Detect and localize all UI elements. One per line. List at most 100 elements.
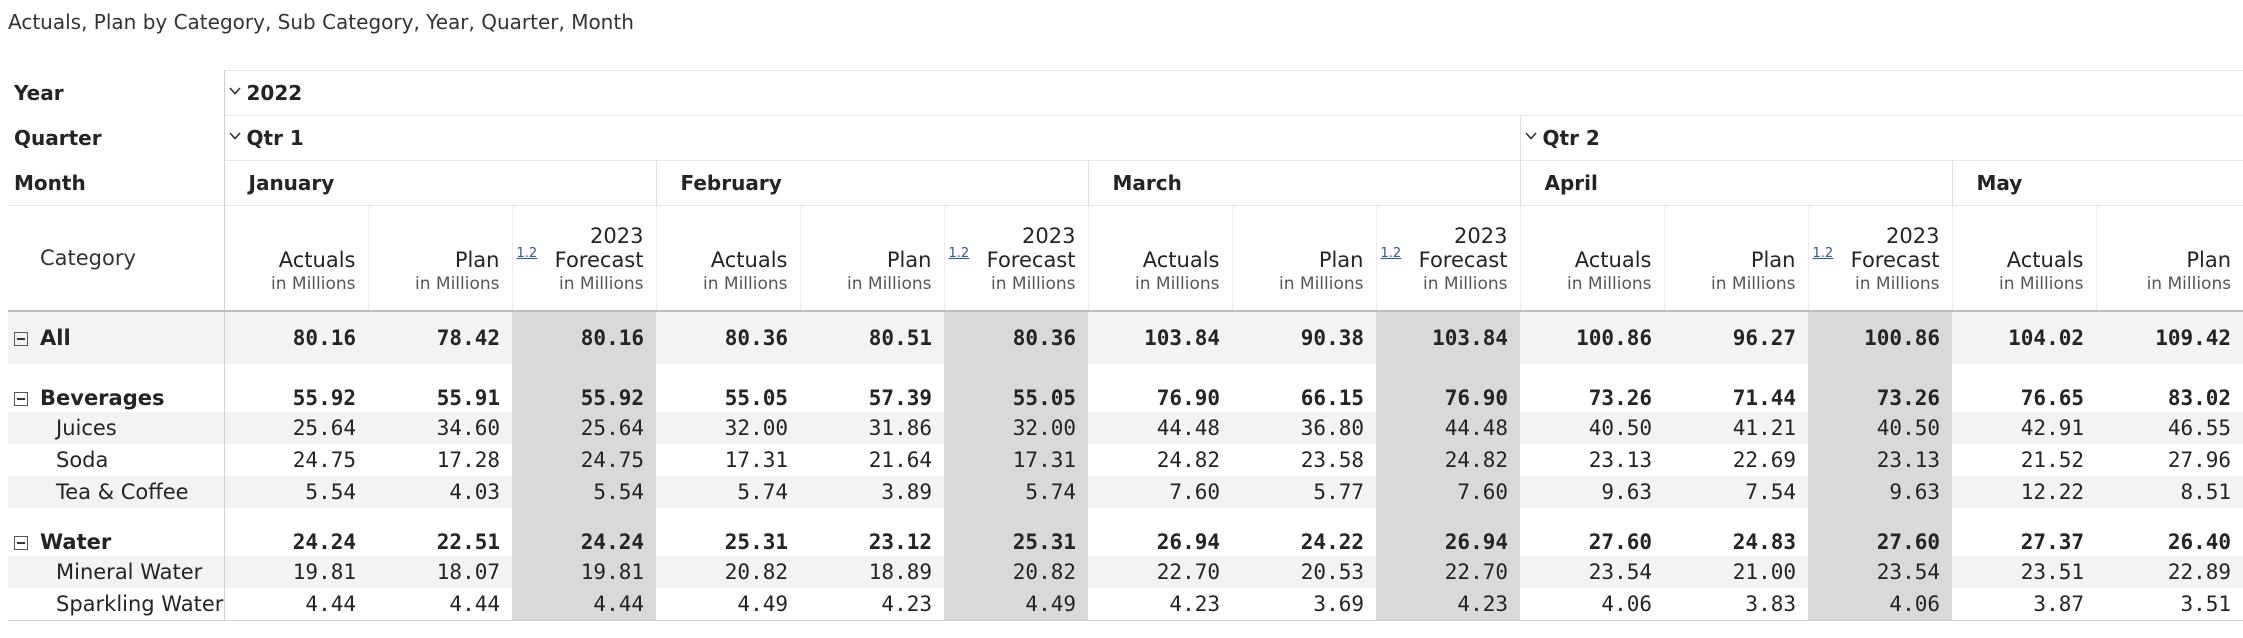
chevron-down-icon[interactable] xyxy=(228,130,241,142)
value-cell: 21.52 xyxy=(2020,448,2084,472)
collapse-icon[interactable] xyxy=(14,536,28,550)
value-cell: 27.60 xyxy=(1588,530,1652,554)
row-header[interactable]: Sparkling Water xyxy=(8,588,225,621)
value-cell: 23.54 xyxy=(1808,556,1952,588)
measure-unit: in Millions xyxy=(1135,274,1220,294)
value-cell: 71.44 xyxy=(1732,386,1796,410)
value-cell: 17.31 xyxy=(724,448,788,472)
value-cell: 66.15 xyxy=(1300,386,1364,410)
measure-name: Actuals xyxy=(710,248,788,272)
value-cell: 76.90 xyxy=(1376,364,1520,412)
row-header[interactable]: Mineral Water xyxy=(8,556,225,588)
value-cell: 7.54 xyxy=(1664,476,1808,508)
value-cell: 3.87 xyxy=(1952,588,2096,621)
row-header[interactable]: Soda xyxy=(8,444,225,476)
calculation-icon[interactable]: 1.2 xyxy=(1812,246,1834,261)
value-cell: 20.53 xyxy=(1232,556,1376,588)
value-cell: 23.54 xyxy=(1520,556,1664,588)
value-cell: 80.16 xyxy=(224,311,368,364)
table-row: Juices 25.64 34.60 25.64 32.00 31.86 32.00 44.4… xyxy=(8,412,2243,444)
measure-name: Actuals xyxy=(1142,248,1220,272)
plan-column-header[interactable]: Plan in Millions xyxy=(1231,205,1376,312)
value-cell: 19.81 xyxy=(224,556,368,588)
value-cell: 41.21 xyxy=(1664,412,1808,444)
forecast-column-header[interactable]: 1.2 2023 Forecast in Millions xyxy=(511,205,656,312)
actuals-column-header[interactable]: Actuals in Millions xyxy=(223,205,368,312)
value-cell: 55.91 xyxy=(436,386,500,410)
actuals-column-header[interactable]: Actuals in Millions xyxy=(1951,205,2096,312)
measure-unit: in Millions xyxy=(1999,274,2084,294)
value-cell: 5.77 xyxy=(1232,476,1376,508)
quarter-label: Qtr 1 xyxy=(246,126,304,150)
month-header-april[interactable]: April xyxy=(1519,160,1952,206)
category-column-header[interactable]: Category xyxy=(8,205,225,312)
table-row: Mineral Water 19.81 18.07 19.81 20.82 18.89 20… xyxy=(8,556,2243,588)
measure-name: Forecast xyxy=(1850,248,1940,272)
value-cell: 32.00 xyxy=(656,412,800,444)
value-cell: 3.83 xyxy=(1664,588,1808,621)
actuals-column-header[interactable]: Actuals in Millions xyxy=(1519,205,1664,312)
value-cell: 22.51 xyxy=(436,530,500,554)
value-cell: 34.60 xyxy=(368,412,512,444)
plan-column-header[interactable]: Plan in Millions xyxy=(367,205,512,312)
forecast-year: 2023 xyxy=(1886,224,1940,248)
year-header[interactable]: 2022 xyxy=(224,70,2243,116)
value-cell: 4.44 xyxy=(512,588,656,621)
value-cell: 3.51 xyxy=(2096,588,2243,621)
value-cell: 46.55 xyxy=(2096,412,2243,444)
value-cell: 17.31 xyxy=(944,444,1088,476)
row-header[interactable]: Tea & Coffee xyxy=(8,476,225,508)
calculation-icon[interactable]: 1.2 xyxy=(516,246,538,261)
measure-unit: in Millions xyxy=(991,274,1076,294)
value-cell: 76.65 xyxy=(2020,386,2084,410)
quarter-header-qtr2[interactable]: Qtr 2 xyxy=(1519,115,2243,161)
calculation-icon[interactable]: 1.2 xyxy=(1380,246,1402,261)
row-label: Water xyxy=(40,530,112,554)
value-cell: 4.49 xyxy=(944,588,1088,621)
measure-name: Plan xyxy=(1318,248,1364,272)
plan-column-header[interactable]: Plan in Millions xyxy=(799,205,944,312)
measure-name: Forecast xyxy=(1418,248,1508,272)
value-cell: 100.86 xyxy=(1808,311,1952,364)
plan-column-header[interactable]: Plan in Millions xyxy=(2095,205,2243,312)
value-cell: 21.64 xyxy=(868,448,932,472)
value-cell: 24.75 xyxy=(292,448,356,472)
actuals-column-header[interactable]: Actuals in Millions xyxy=(1087,205,1232,312)
value-cell: 31.86 xyxy=(800,412,944,444)
value-cell: 104.02 xyxy=(1952,311,2096,364)
value-cell: 17.28 xyxy=(436,448,500,472)
row-header[interactable]: Beverages xyxy=(8,364,225,412)
quarter-header-qtr1[interactable]: Qtr 1 xyxy=(224,115,1520,161)
actuals-column-header[interactable]: Actuals in Millions xyxy=(655,205,800,312)
calculation-icon[interactable]: 1.2 xyxy=(948,246,970,261)
value-cell: 12.22 xyxy=(1952,476,2096,508)
forecast-column-header[interactable]: 1.2 2023 Forecast in Millions xyxy=(1375,205,1520,312)
value-cell: 90.38 xyxy=(1232,311,1376,364)
row-label: Beverages xyxy=(40,386,165,410)
table-row: Sparkling Water 4.44 4.44 4.44 4.49 4.23 4.49 4… xyxy=(8,588,2243,621)
plan-column-header[interactable]: Plan in Millions xyxy=(1663,205,1808,312)
measure-unit: in Millions xyxy=(703,274,788,294)
measure-name: Plan xyxy=(2186,248,2232,272)
value-cell: 8.51 xyxy=(2096,476,2243,508)
month-header-march[interactable]: March xyxy=(1087,160,1520,206)
value-cell: 24.83 xyxy=(1732,530,1796,554)
value-cell: 4.44 xyxy=(368,588,512,621)
chevron-down-icon[interactable] xyxy=(228,85,241,97)
value-cell: 23.13 xyxy=(1808,444,1952,476)
forecast-column-header[interactable]: 1.2 2023 Forecast in Millions xyxy=(1807,205,1952,312)
value-cell: 3.89 xyxy=(800,476,944,508)
forecast-column-header[interactable]: 1.2 2023 Forecast in Millions xyxy=(943,205,1088,312)
collapse-icon[interactable] xyxy=(14,392,28,406)
row-header[interactable]: Water xyxy=(8,508,225,556)
month-header-may[interactable]: May xyxy=(1951,160,2243,206)
value-cell: 103.84 xyxy=(1088,311,1232,364)
value-cell: 5.54 xyxy=(512,476,656,508)
month-header-january[interactable]: January xyxy=(223,160,656,206)
chevron-down-icon[interactable] xyxy=(1524,130,1537,142)
row-header[interactable]: All xyxy=(8,311,225,364)
collapse-icon[interactable] xyxy=(14,332,28,346)
row-header[interactable]: Juices xyxy=(8,412,225,444)
month-header-february[interactable]: February xyxy=(655,160,1088,206)
measure-name: Plan xyxy=(1750,248,1796,272)
